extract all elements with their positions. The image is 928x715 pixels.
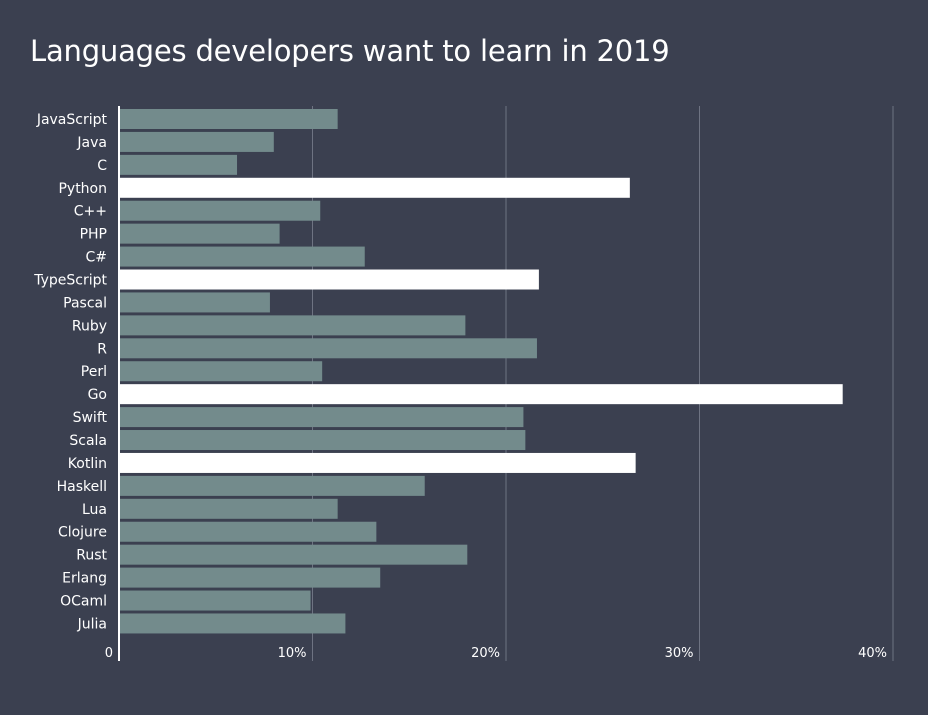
bar-c# — [119, 246, 365, 267]
category-label: PHP — [80, 227, 107, 243]
bar-haskell — [119, 475, 425, 496]
bar-swift — [119, 407, 524, 428]
category-label: Java — [76, 135, 107, 151]
category-label: C# — [85, 250, 107, 266]
category-label: Haskell — [57, 479, 107, 495]
x-tick-label: 0 — [105, 646, 113, 661]
bar-scala — [119, 430, 526, 451]
bar-pascal — [119, 292, 270, 313]
category-label: Julia — [77, 616, 107, 632]
bar-rust — [119, 544, 468, 565]
category-label: Lua — [82, 502, 107, 518]
bar-ocaml — [119, 590, 311, 611]
category-label: Rust — [76, 548, 107, 564]
bar-r — [119, 338, 537, 359]
bar-perl — [119, 361, 323, 382]
bar-python — [119, 177, 630, 198]
x-tick-label: 10% — [278, 646, 307, 661]
category-label: C++ — [74, 204, 107, 220]
bar-typescript — [119, 269, 539, 290]
category-label: Ruby — [72, 318, 107, 334]
category-label: Pascal — [63, 295, 107, 311]
bar-php — [119, 223, 280, 244]
category-label: Python — [58, 181, 107, 197]
bar-go — [119, 384, 843, 405]
category-label: R — [97, 341, 107, 357]
bar-javascript — [119, 109, 338, 129]
bar-julia — [119, 613, 346, 634]
category-label: Clojure — [58, 525, 107, 541]
chart-title: Languages developers want to learn in 20… — [30, 34, 670, 68]
x-tick-label: 20% — [471, 646, 500, 661]
category-label: OCaml — [60, 594, 107, 610]
category-label: C — [97, 158, 107, 174]
bar-c++ — [119, 200, 321, 221]
bar-lua — [119, 498, 338, 519]
bar-ruby — [119, 315, 466, 336]
category-label: TypeScript — [33, 273, 107, 289]
category-label: Swift — [73, 410, 108, 426]
bar-erlang — [119, 567, 381, 588]
category-label: JavaScript — [36, 112, 108, 128]
category-label: Scala — [69, 433, 107, 449]
bar-c — [119, 154, 238, 175]
category-label: Go — [88, 387, 107, 403]
category-label: Kotlin — [68, 456, 107, 472]
bar-kotlin — [119, 452, 636, 473]
bar-clojure — [119, 521, 377, 542]
category-label: Erlang — [62, 571, 107, 587]
x-tick-label: 30% — [665, 646, 694, 661]
category-label: Perl — [81, 364, 107, 380]
bar-java — [119, 131, 274, 152]
x-tick-label: 40% — [858, 646, 887, 661]
